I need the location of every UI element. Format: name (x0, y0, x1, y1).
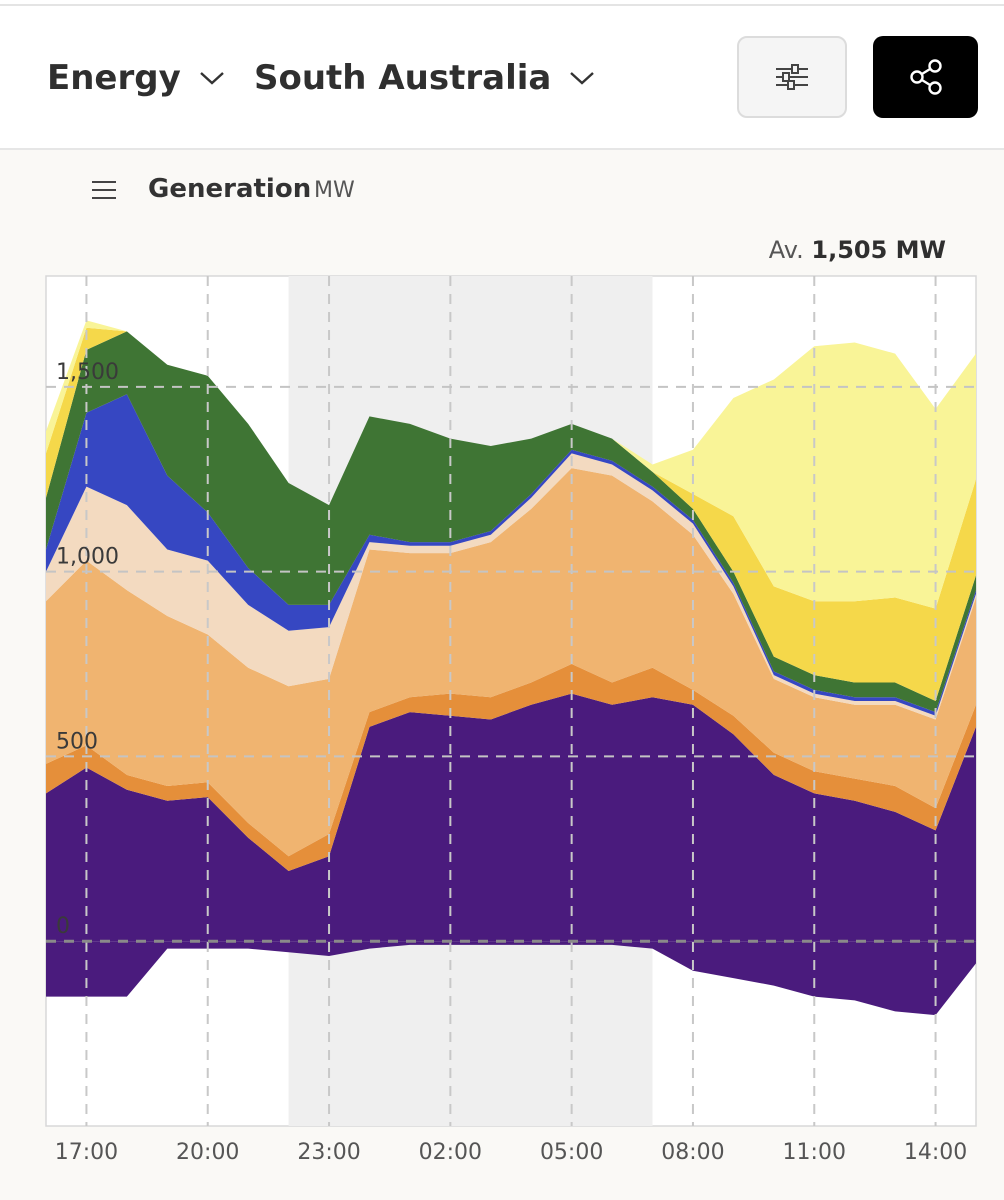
average-value: 1,505 MW (811, 236, 946, 264)
x-tick-label: 17:00 (55, 1140, 118, 1165)
vertical-gridlines (85, 276, 937, 1126)
area-wind (46, 331, 976, 713)
panel-header: Generation MW (0, 152, 1004, 232)
average-prefix: Av. (768, 236, 804, 264)
chevron-down-icon (199, 72, 224, 85)
y-tick-label: 1,500 (56, 360, 119, 385)
sliders-icon (776, 64, 808, 90)
area-imports (46, 693, 976, 942)
x-tick-label: 08:00 (661, 1140, 724, 1165)
area-utility_solar (46, 327, 976, 701)
y-tick-label: 1,000 (56, 545, 119, 570)
share-icon (909, 59, 942, 95)
x-tick-label: 05:00 (540, 1140, 603, 1165)
top-divider (0, 0, 1004, 6)
region-dropdown-label: South Australia (254, 58, 552, 98)
energy-dropdown-label: Energy (47, 58, 181, 98)
share-button[interactable] (873, 36, 978, 118)
area-imports_export (46, 941, 976, 1016)
average-readout: Av. 1,505 MW (769, 236, 946, 264)
x-axis-labels: 17:00 20:00 23:00 02:00 05:00 08:00 11:00 14:00 (55, 1140, 968, 1165)
energy-dropdown[interactable]: Energy (47, 58, 225, 98)
x-tick-label: 11:00 (783, 1140, 846, 1165)
x-tick-label: 02:00 (419, 1140, 482, 1165)
area-gas_peak (46, 453, 976, 720)
x-tick-label: 14:00 (904, 1140, 967, 1165)
chevron-down-icon (570, 72, 595, 85)
hamburger-menu-icon[interactable] (90, 179, 118, 201)
series-areas (46, 320, 976, 1016)
horizontal-gridlines (46, 385, 976, 943)
region-dropdown[interactable]: South Australia (254, 58, 595, 98)
y-tick-label: 0 (56, 914, 70, 939)
panel-title: Generation (148, 174, 312, 204)
app-header: Energy South Australia (0, 6, 1004, 150)
x-tick-label: 23:00 (297, 1140, 360, 1165)
panel-unit: MW (314, 178, 355, 203)
generation-chart[interactable]: 0 500 1,000 1,500 17:00 20:00 23:00 02:00 05:00… (0, 270, 1004, 1200)
area-battery (46, 664, 976, 871)
area-distillate (46, 394, 976, 716)
area-gas (46, 468, 976, 857)
area-rooftop_solar (46, 320, 976, 609)
filter-button[interactable] (737, 36, 847, 118)
y-axis-labels: 0 500 1,000 1,500 (56, 360, 119, 939)
y-tick-label: 500 (56, 729, 98, 754)
x-tick-label: 20:00 (176, 1140, 239, 1165)
